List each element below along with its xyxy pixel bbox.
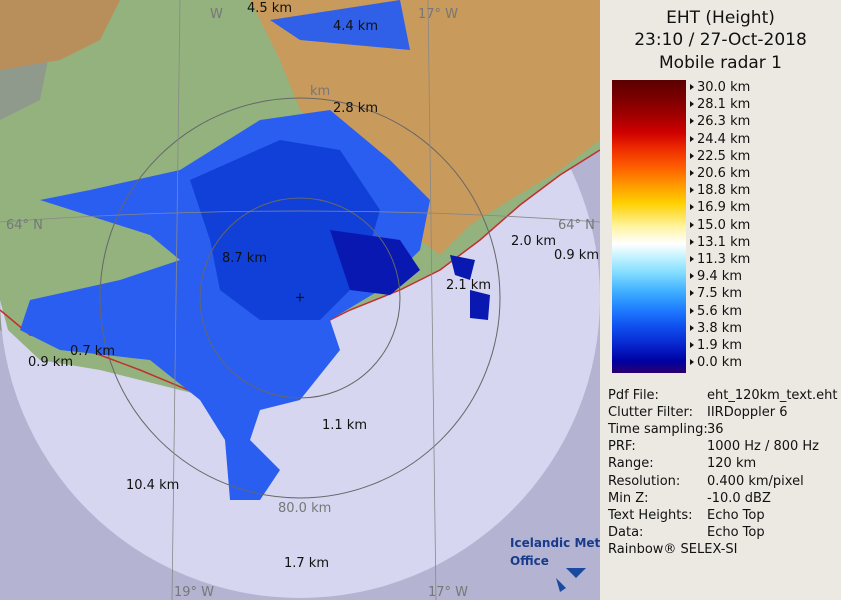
echo-top-label: 2.8 km	[333, 101, 378, 116]
echo-top-label: 0.9 km	[28, 355, 73, 370]
legend-label: 7.5 km	[690, 286, 742, 301]
echo-top-label: 4.4 km	[333, 19, 378, 34]
grid-label: W	[210, 7, 223, 22]
echo-top-label: 10.4 km	[126, 478, 179, 493]
echo	[190, 140, 380, 320]
graticule	[0, 0, 600, 600]
legend-label: 11.3 km	[690, 252, 750, 267]
echo-top-label: 0.9 km	[554, 248, 599, 263]
info-value: 1000 Hz / 800 Hz	[707, 439, 820, 455]
logo-text: Office	[510, 554, 549, 568]
logo-mark	[556, 568, 586, 592]
legend-label: 5.6 km	[690, 304, 742, 319]
legend-label: 0.0 km	[690, 355, 742, 370]
grid-label: km	[310, 84, 330, 99]
echo-top-label: 2.1 km	[446, 278, 491, 293]
legend-label: 9.4 km	[690, 269, 742, 284]
footer: Rainbow® SELEX-SI	[608, 542, 738, 557]
legend-label: 16.9 km	[690, 200, 750, 215]
legend-label: 30.0 km	[690, 80, 750, 95]
legend-label: 13.1 km	[690, 235, 750, 250]
legend-label: 18.8 km	[690, 183, 750, 198]
info-value: 0.400 km/pixel	[707, 473, 804, 489]
echo	[270, 0, 410, 50]
legend-label: 24.4 km	[690, 132, 750, 147]
logo-text: Icelandic Met	[510, 536, 600, 550]
echo-top-label: 4.5 km	[247, 1, 292, 16]
info-key: Resolution:	[608, 473, 681, 489]
range-ring	[99, 97, 501, 499]
grid-label: 64° N	[558, 218, 595, 233]
grid-label: 19° W	[174, 585, 214, 600]
grid-label: 80.0 km	[278, 501, 331, 516]
info-key: Min Z:	[608, 490, 649, 506]
side-panel: EHT (Height) 23:10 / 27-Oct-2018 Mobile …	[600, 0, 841, 600]
echo-top-label: 1.1 km	[322, 418, 367, 433]
legend-label: 22.5 km	[690, 149, 750, 164]
info-key: Range:	[608, 456, 654, 472]
legend-label: 28.1 km	[690, 97, 750, 112]
range-ring	[199, 197, 401, 399]
color-scale	[612, 80, 686, 373]
grid-label: 17° W	[418, 7, 458, 22]
grid-label: 17° W	[428, 585, 468, 600]
legend-label: 15.0 km	[690, 218, 750, 233]
radar-site: +	[295, 291, 306, 306]
radar-name: Mobile radar 1	[659, 53, 782, 73]
info-value: eht_120km_text.eht	[707, 388, 838, 403]
echo	[330, 230, 490, 320]
legend-label: 3.8 km	[690, 321, 742, 336]
legend-label: 1.9 km	[690, 338, 742, 353]
info-value: Echo Top	[707, 507, 765, 523]
info-value: -10.0 dBZ	[707, 490, 771, 506]
info-value: 120 km	[707, 456, 757, 472]
echo-top-label: 0.7 km	[70, 344, 115, 359]
info-value: IIRDoppler 6	[707, 405, 788, 421]
echo-top-label: 8.7 km	[222, 251, 267, 266]
legend-label: 26.3 km	[690, 114, 750, 129]
info-key: Text Heights:	[608, 507, 693, 523]
info-key: Time sampling:	[608, 422, 708, 438]
info-value: 36	[707, 422, 724, 438]
radar-map: + 4.5 km4.4 km2.8 km8.7 km2.0 km0.9 km2.…	[0, 0, 600, 600]
highland	[250, 0, 600, 255]
title: EHT (Height)	[666, 8, 775, 28]
info-key: Clutter Filter:	[608, 405, 693, 421]
info-key: Data:	[608, 524, 644, 540]
grid-label: 64° N	[6, 218, 43, 233]
legend-label: 20.6 km	[690, 166, 750, 181]
info-key: PRF:	[608, 439, 636, 455]
highland	[0, 0, 120, 70]
echo-top-label: 1.7 km	[284, 556, 329, 571]
time: 23:10 / 27-Oct-2018	[634, 30, 807, 50]
info-key: Pdf File:	[608, 388, 659, 403]
echo-top-label: 2.0 km	[511, 234, 556, 249]
info-value: Echo Top	[707, 524, 765, 540]
